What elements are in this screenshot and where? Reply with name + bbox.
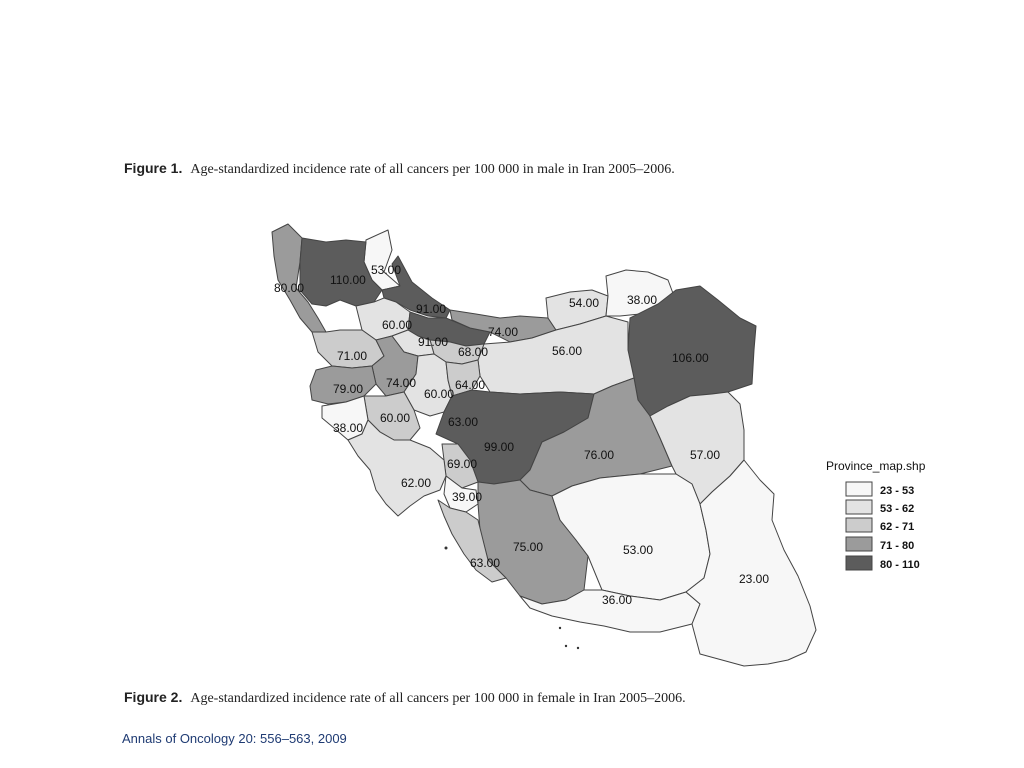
legend-swatch xyxy=(845,536,873,552)
label-golestan: 74.00 xyxy=(488,325,518,339)
figure-2-text: Age-standardized incidence rate of all c… xyxy=(190,691,686,706)
label-kermanshah: 79.00 xyxy=(333,382,363,396)
province-sistan-baluchestan xyxy=(685,459,817,667)
legend-swatch xyxy=(845,517,873,533)
label-north-khorasan: 54.00 xyxy=(569,296,599,310)
label-lorestan: 63.00 xyxy=(448,415,478,429)
figure-2-number: Figure 2. xyxy=(124,689,183,705)
label-hormozgan: 36.00 xyxy=(602,593,632,607)
label-kordestan: 71.00 xyxy=(337,349,367,363)
citation: Annals of Oncology 20: 556–563, 2009 xyxy=(122,731,347,746)
legend-swatch xyxy=(845,481,873,497)
island xyxy=(576,646,580,650)
label-chaharmahal: 69.00 xyxy=(447,457,477,471)
legend-label: 80 - 110 xyxy=(880,559,920,571)
province-qom xyxy=(445,359,481,397)
label-ilam: 38.00 xyxy=(333,421,363,435)
label-ardabil: 53.00 xyxy=(371,263,401,277)
label-khorasan-razavi-north: 38.00 xyxy=(627,293,657,307)
label-mazandaran: 91.00 xyxy=(418,335,448,349)
province-kohgiluyeh xyxy=(443,475,479,513)
label-khorasan-razavi: 106.00 xyxy=(672,351,709,365)
figure-1-caption: Figure 1. Age-standardized incidence rate… xyxy=(124,160,675,178)
label-markazi: 60.00 xyxy=(380,411,410,425)
label-qom: 64.00 xyxy=(455,378,485,392)
label-east-azerbaijan: 110.00 xyxy=(330,273,366,287)
island xyxy=(564,644,568,648)
gulf-islands xyxy=(444,546,580,650)
legend-swatch xyxy=(845,555,873,571)
label-fars: 75.00 xyxy=(513,540,543,554)
label-west-azerbaijan: 80.00 xyxy=(274,281,304,295)
figure-1-text: Age-standardized incidence rate of all c… xyxy=(190,162,675,177)
legend-label: 71 - 80 xyxy=(880,540,914,552)
label-kohgiluyeh: 39.00 xyxy=(452,490,482,504)
legend-title: Province_map.shp xyxy=(826,459,926,473)
label-south-khorasan: 57.00 xyxy=(690,448,720,462)
label-semnan: 56.00 xyxy=(552,344,582,358)
label-sistan-baluchestan: 23.00 xyxy=(739,572,769,586)
label-gilan: 91.00 xyxy=(416,302,446,316)
label-khuzestan: 62.00 xyxy=(401,476,431,490)
legend-label: 62 - 71 xyxy=(880,521,914,533)
figure-1-number: Figure 1. xyxy=(124,160,183,176)
label-hamadan: 74.00 xyxy=(386,376,416,390)
label-zanjan: 60.00 xyxy=(382,318,412,332)
island xyxy=(558,626,562,630)
label-isfahan: 99.00 xyxy=(484,440,514,454)
label-yazd: 76.00 xyxy=(584,448,614,462)
legend-label: 23 - 53 xyxy=(880,485,914,497)
legend-swatch xyxy=(845,499,873,515)
figure-2-caption: Figure 2. Age-standardized incidence rate… xyxy=(124,689,686,707)
province-bushehr xyxy=(437,499,507,583)
label-kerman: 53.00 xyxy=(623,543,653,557)
legend-label: 53 - 62 xyxy=(880,503,914,515)
label-qazvin: 60.00 xyxy=(424,387,454,401)
province-khuzestan xyxy=(347,419,447,517)
label-tehran: 68.00 xyxy=(458,345,488,359)
label-bushehr: 63.00 xyxy=(470,556,500,570)
island xyxy=(444,546,448,550)
map-legend: Province_map.shp 23 - 53 53 - 62 62 - 71… xyxy=(826,459,926,571)
